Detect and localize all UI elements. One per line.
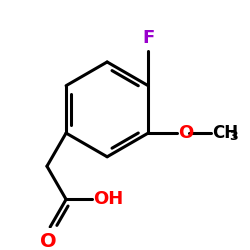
- Text: F: F: [142, 30, 154, 48]
- Text: 3: 3: [229, 130, 238, 143]
- Text: O: O: [40, 232, 57, 250]
- Text: O: O: [178, 124, 194, 142]
- Text: OH: OH: [94, 190, 124, 208]
- Text: CH: CH: [212, 124, 238, 142]
